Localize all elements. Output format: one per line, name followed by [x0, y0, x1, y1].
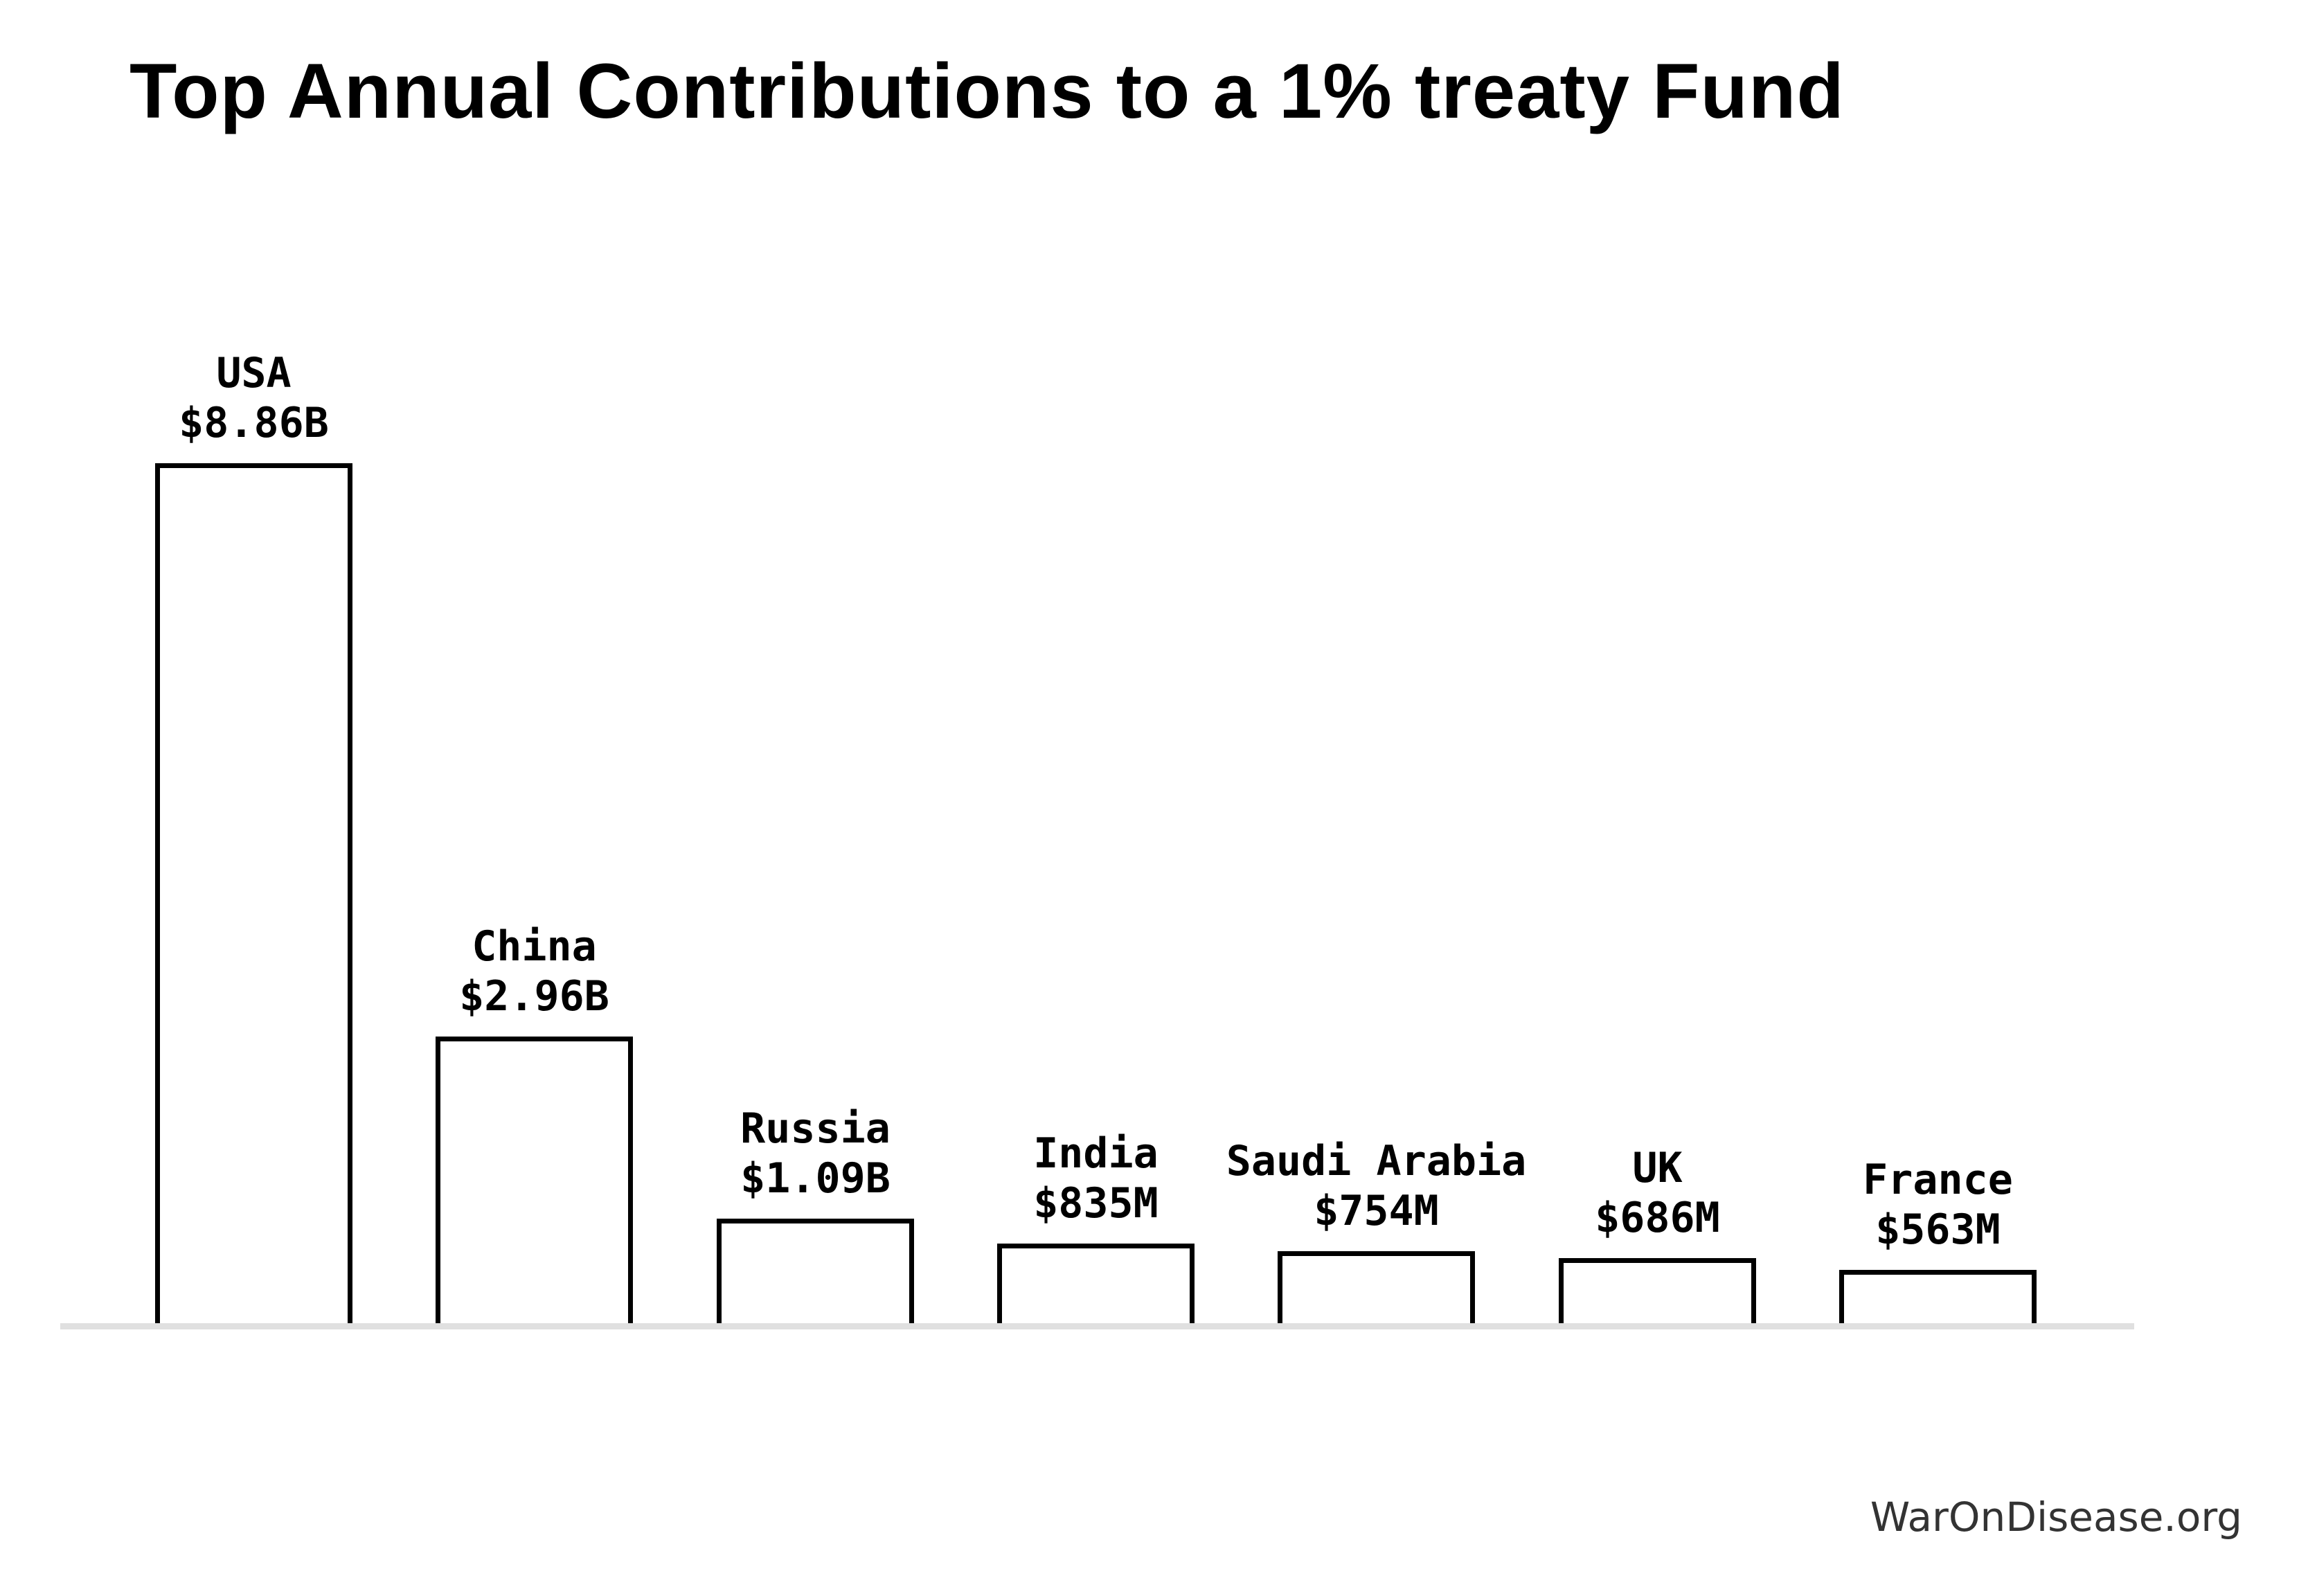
bar-usa: [155, 463, 352, 1325]
contribution-value: $2.96B: [459, 972, 609, 1021]
contribution-value: $686M: [1595, 1194, 1720, 1242]
bar-india: [997, 1244, 1195, 1325]
country-name: Russia: [740, 1104, 891, 1153]
chart-title: Top Annual Contributions to a 1% treaty …: [129, 48, 1845, 134]
country-name: UK: [1632, 1144, 1683, 1192]
contribution-value: $754M: [1314, 1187, 1439, 1235]
contribution-value: $835M: [1033, 1179, 1159, 1228]
country-name: France: [1863, 1156, 2013, 1204]
bar-label-usa: USA $8.86B: [0, 348, 531, 448]
bar-uk: [1559, 1258, 1756, 1325]
bar-label-france: France $563M: [1661, 1155, 2215, 1255]
bar-france: [1839, 1270, 2037, 1325]
contribution-value: $8.86B: [179, 399, 329, 447]
bar-label-saudi-arabia: Saudi Arabia $754M: [1100, 1136, 1654, 1236]
bar-label-china: China $2.96B: [258, 922, 812, 1021]
country-name: USA: [216, 349, 292, 397]
bar-label-uk: UK $686M: [1381, 1143, 1935, 1243]
x-axis-line: [60, 1323, 2134, 1329]
country-name: China: [472, 922, 597, 971]
bar-label-russia: Russia $1.09B: [539, 1104, 1093, 1203]
contribution-value: $1.09B: [740, 1154, 891, 1203]
country-name: Saudi Arabia: [1226, 1137, 1527, 1185]
bar-saudi-arabia: [1278, 1251, 1475, 1325]
bar-russia: [717, 1219, 914, 1325]
bar-label-india: India $835M: [819, 1129, 1373, 1228]
country-name: India: [1033, 1129, 1159, 1178]
bar-china: [436, 1037, 633, 1325]
contribution-value: $563M: [1875, 1205, 2001, 1254]
watermark-text: WarOnDisease.org: [1870, 1494, 2242, 1541]
